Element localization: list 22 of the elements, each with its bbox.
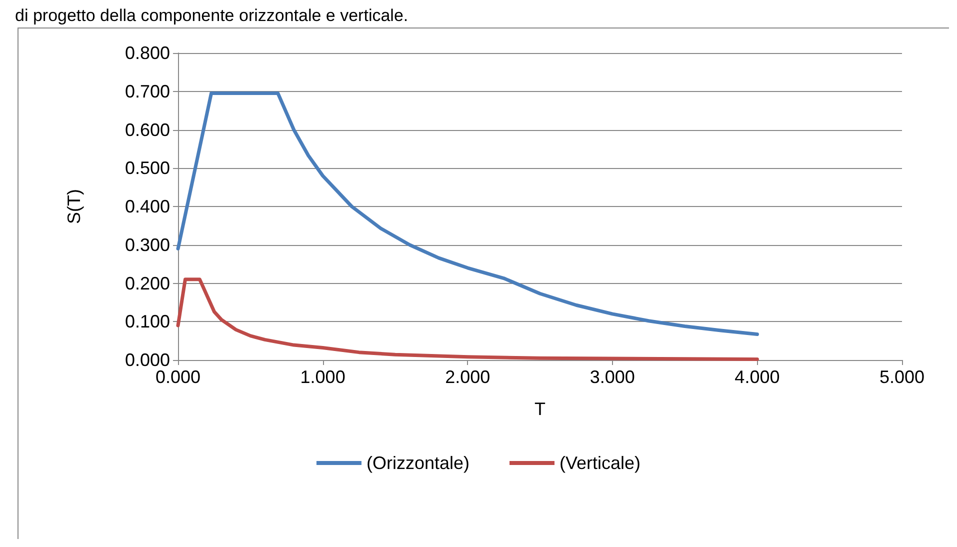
x-tick-label: 5.000 [879,367,925,387]
x-tick-label: 3.000 [590,367,635,387]
line-series [176,278,759,361]
y-tick-label: 0.100 [124,312,170,332]
x-tick-label: 4.000 [734,367,780,387]
y-tick-label: 0.200 [124,273,170,294]
line-series [176,92,759,336]
y-axis-title: S(T) [64,189,84,224]
y-tick-label: 0.300 [124,234,170,255]
x-tick-label: 1.000 [300,367,346,387]
y-tick-label: 0.600 [124,120,170,140]
chart-title: di progetto della componente orizzontale e verticale. [15,6,408,25]
x-tick-label: 0.000 [155,367,201,387]
x-tick-label: 2.000 [445,367,490,387]
y-tick-label: 0.400 [124,196,170,216]
x-axis-title: T [534,399,546,419]
y-tick-label: 0.500 [124,158,170,178]
y-tick-label: 0.000 [124,350,170,370]
legend-label: (Orizzontale) [366,453,470,473]
legend-label: (Verticale) [560,453,641,473]
y-tick-label: 0.800 [124,43,170,63]
y-tick-label: 0.700 [124,81,170,102]
